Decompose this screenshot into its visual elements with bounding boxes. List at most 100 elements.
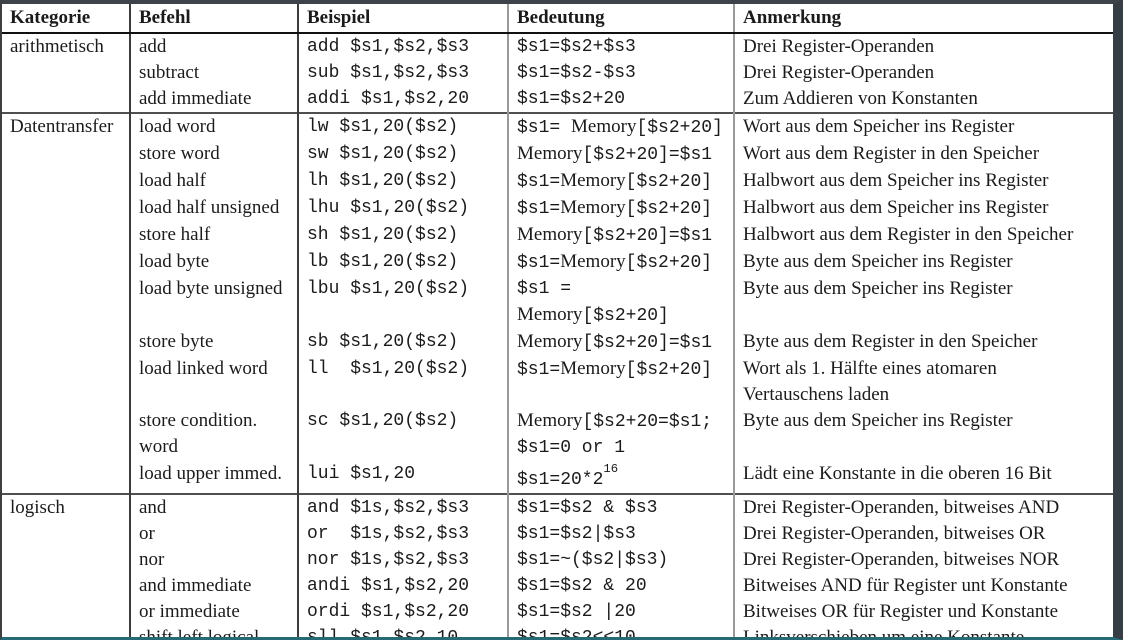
table-row: store byte sb $s1,20($s2) Memory[$s2+20]=$… [2, 329, 1113, 356]
befehl-cell: and immediate [129, 573, 298, 599]
table-row: load linked word ll $s1,20($s2) $s1=Memory… [2, 356, 1113, 408]
anmerkung-cell: Byte aus dem Speicher ins Register [733, 249, 1113, 276]
table-row: shift left logical sll $s1,$s2,10 $s1=$s2<… [2, 625, 1113, 637]
bedeutung-cell: $s1=20*216 [507, 461, 734, 494]
beispiel-cell: lb $s1,20($s2) [297, 249, 508, 276]
befehl-cell: load byte unsigned [129, 276, 298, 329]
table-row: load byte lb $s1,20($s2) $s1=Memory[$s2+20… [2, 249, 1113, 276]
befehl-cell: load word [129, 112, 298, 141]
bedeutung-cell: Memory[$s2+20=$s1; $s1=0 or 1 [507, 408, 734, 461]
befehl-cell: store byte [129, 329, 298, 356]
anmerkung-cell: Byte aus dem Speicher ins Register [733, 408, 1113, 461]
befehl-cell: store word [129, 141, 298, 168]
bedeutung-cell: $s1=$s2|$s3 [507, 521, 734, 547]
bedeutung-cell: Memory[$s2+20]=$s1 [507, 141, 734, 168]
bedeutung-cell: $s1=$s2+$s3 [507, 32, 734, 60]
table-row: store half sh $s1,20($s2) Memory[$s2+20]=$… [2, 222, 1113, 249]
mips-instruction-table: Kategorie Befehl Beispiel Bedeutung Anme… [2, 4, 1113, 637]
memory-word: Memory [560, 170, 626, 191]
memory-word: Memory [560, 251, 626, 272]
table-row: load half lh $s1,20($s2) $s1=Memory[$s2+20… [2, 168, 1113, 195]
beispiel-cell: add $s1,$s2,$s3 [297, 32, 508, 60]
beispiel-cell: and $1s,$s2,$s3 [297, 493, 508, 521]
bedeutung-cell: $s1=$s2-$s3 [507, 60, 734, 86]
beispiel-cell: or $1s,$s2,$s3 [297, 521, 508, 547]
table-row: logisch and and $1s,$s2,$s3 $s1=$s2 & $s3 Dr… [2, 493, 1113, 637]
bedeutung-cell: $s1=~($s2|$s3) [507, 547, 734, 573]
bedeutung-cell: $s1=$s2 & $s3 [507, 493, 734, 521]
bedeutung-cell: $s1=Memory[$s2+20] [507, 195, 734, 222]
bedeutung-cell: $s1= Memory[$s2+20] [507, 112, 734, 141]
table-row: and immediate andi $s1,$s2,20 $s1=$s2 & 20… [2, 573, 1113, 599]
befehl-cell: and [129, 493, 298, 521]
beispiel-cell: sc $s1,20($s2) [297, 408, 508, 461]
anmerkung-cell: Wort aus dem Speicher ins Register [733, 112, 1113, 141]
memory-word: Memory [517, 224, 583, 245]
beispiel-cell: nor $1s,$s2,$s3 [297, 547, 508, 573]
anmerkung-cell: Wort als 1. Hälfte eines atomaren Vertaus… [733, 356, 1113, 408]
beispiel-cell: lui $s1,20 [297, 461, 508, 494]
kategorie-cell: arithmetisch [2, 32, 130, 113]
anmerkung-cell: Lädt eine Konstante in die oberen 16 Bit [733, 461, 1113, 494]
bedeutung-cell: $s1 = Memory[$s2+20] [507, 276, 734, 329]
column-header-anmerkung: Anmerkung [733, 4, 1113, 34]
befehl-cell: load upper immed. [129, 461, 298, 494]
column-header-befehl: Befehl [129, 4, 298, 34]
befehl-cell: load half unsigned [129, 195, 298, 222]
befehl-cell: or [129, 521, 298, 547]
table-row: Datentransfer load word lw $s1,20($s2) $s1=… [2, 112, 1113, 494]
table-row: or immediate ordi $s1,$s2,20 $s1=$s2 |20 Bi… [2, 599, 1113, 625]
befehl-cell: store half [129, 222, 298, 249]
header-row: Kategorie Befehl Beispiel Bedeutung Anme… [2, 4, 1113, 34]
memory-word: Memory [517, 410, 583, 431]
column-header-bedeutung: Bedeutung [507, 4, 734, 34]
bedeutung-cell: $s1=Memory[$s2+20] [507, 356, 734, 408]
table-row: add immediate addi $s1,$s2,20 $s1=$s2+20 Zu… [2, 86, 1113, 113]
beispiel-cell: lw $s1,20($s2) [297, 112, 508, 141]
bedeutung-cell: $s1=$s2+20 [507, 86, 734, 113]
anmerkung-cell: Halbwort aus dem Speicher ins Register [733, 195, 1113, 222]
kategorie-cell: logisch [2, 493, 130, 637]
table-row: subtract sub $s1,$s2,$s3 $s1=$s2-$s3 Drei R… [2, 60, 1113, 86]
anmerkung-cell: Byte aus dem Speicher ins Register [733, 276, 1113, 329]
table-row: store word sw $s1,20($s2) Memory[$s2+20]=$… [2, 141, 1113, 168]
beispiel-cell: ordi $s1,$s2,20 [297, 599, 508, 625]
befehl-cell: load linked word [129, 356, 298, 408]
bedeutung-cell: $s1=$s2 & 20 [507, 573, 734, 599]
bedeutung-cell: $s1=$s2 |20 [507, 599, 734, 625]
memory-word: Memory [517, 304, 583, 325]
anmerkung-cell: Bitweises OR für Register und Konstante [733, 599, 1113, 625]
beispiel-cell: sh $s1,20($s2) [297, 222, 508, 249]
memory-word: Memory [571, 116, 637, 137]
beispiel-cell: addi $s1,$s2,20 [297, 86, 508, 113]
anmerkung-cell: Halbwort aus dem Speicher ins Register [733, 168, 1113, 195]
table-row: arithmetisch add add $s1,$s2,$s3 $s1=$s2+$s… [2, 32, 1113, 113]
bedeutung-cell: $s1=Memory[$s2+20] [507, 168, 734, 195]
beispiel-cell: lbu $s1,20($s2) [297, 276, 508, 329]
anmerkung-cell: Drei Register-Operanden [733, 32, 1113, 60]
column-header-kategorie: Kategorie [2, 4, 130, 34]
bedeutung-cell: $s1=Memory[$s2+20] [507, 249, 734, 276]
beispiel-cell: sll $s1,$s2,10 [297, 625, 508, 637]
anmerkung-cell: Drei Register-Operanden, bitweises NOR [733, 547, 1113, 573]
befehl-cell: nor [129, 547, 298, 573]
table-row: load upper immed. lui $s1,20 $s1=20*216 Läd… [2, 461, 1113, 494]
befehl-cell: or immediate [129, 599, 298, 625]
beispiel-cell: sb $s1,20($s2) [297, 329, 508, 356]
beispiel-cell: lhu $s1,20($s2) [297, 195, 508, 222]
memory-word: Memory [560, 197, 626, 218]
befehl-cell: add [129, 32, 298, 60]
anmerkung-cell: Byte aus dem Register in den Speicher [733, 329, 1113, 356]
table-row: nor nor $1s,$s2,$s3 $s1=~($s2|$s3) Drei Reg… [2, 547, 1113, 573]
befehl-cell: subtract [129, 60, 298, 86]
beispiel-cell: ll $s1,20($s2) [297, 356, 508, 408]
befehl-cell: load byte [129, 249, 298, 276]
anmerkung-cell: Drei Register-Operanden, bitweises AND [733, 493, 1113, 521]
table-row: or or $1s,$s2,$s3 $s1=$s2|$s3 Drei Register… [2, 521, 1113, 547]
anmerkung-cell: Zum Addieren von Konstanten [733, 86, 1113, 113]
table-row: load half unsigned lhu $s1,20($s2) $s1=Mem… [2, 195, 1113, 222]
table-row: store condition. word sc $s1,20($s2) Memory… [2, 408, 1113, 461]
beispiel-cell: sw $s1,20($s2) [297, 141, 508, 168]
memory-word: Memory [517, 143, 583, 164]
anmerkung-cell: Linksverschieben um eine Konstante [733, 625, 1113, 637]
